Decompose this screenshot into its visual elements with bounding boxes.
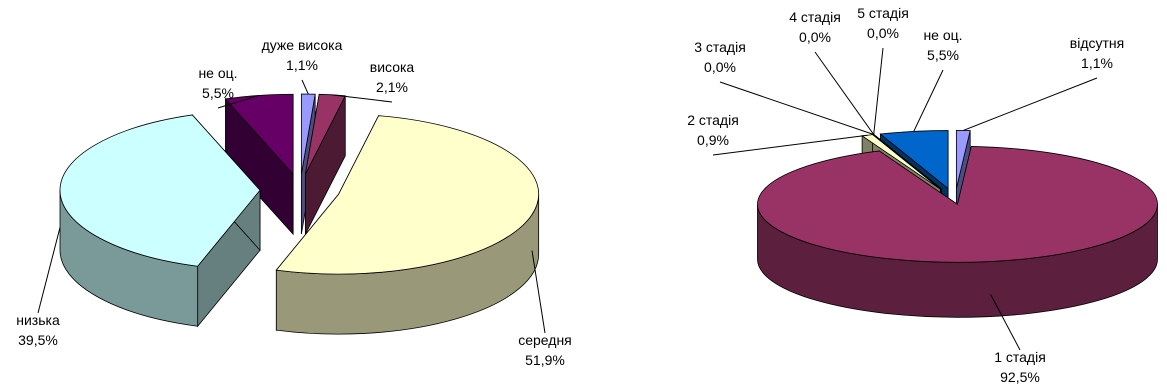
slice-top [879, 130, 949, 190]
slice-top [275, 115, 539, 275]
slice-label: дуже висока [262, 37, 343, 53]
slice-label: висока [370, 59, 415, 75]
slice-value-label: 0,9% [697, 132, 729, 148]
slice-top [59, 114, 261, 267]
pie-chart [59, 93, 540, 335]
slice-value-label: 5,5% [927, 47, 959, 63]
leader-line [913, 69, 944, 132]
slice-value-label: 0,0% [799, 29, 831, 45]
slice [224, 93, 294, 236]
slice [304, 93, 346, 235]
leader-line [531, 250, 546, 334]
slice-label: 2 стадія [687, 112, 739, 128]
leader-line [814, 51, 875, 135]
slice-label: низька [16, 312, 60, 328]
slice-label: середня [518, 332, 572, 348]
leader-line [301, 79, 309, 95]
leader-line [712, 134, 868, 156]
slice-label: 5 стадія [857, 5, 909, 21]
slice-value-label: 2,1% [376, 79, 408, 95]
leader-line [873, 47, 884, 135]
slice-top [757, 146, 1158, 263]
slice-value-label: 1,1% [1081, 55, 1113, 71]
slice-label: 3 стадія [694, 39, 746, 55]
slice [275, 115, 540, 335]
leader-line [217, 94, 259, 109]
leader-line [37, 227, 61, 314]
slice-label: не оц. [198, 65, 237, 81]
slice-top [304, 93, 346, 175]
slice-value-label: 0,0% [867, 25, 899, 41]
slice-label: відсутня [1070, 35, 1124, 51]
leader-line [719, 81, 874, 135]
pie-chart [757, 130, 1158, 318]
slice-value-label: 92,5% [1000, 369, 1040, 385]
leader-line [332, 94, 393, 103]
slice-label: 1 стадія [994, 349, 1046, 365]
slice-value-label: 5,5% [202, 85, 234, 101]
slice-top [873, 134, 942, 190]
leader-line [990, 294, 1021, 351]
slice-label: не оц. [923, 27, 962, 43]
slice-label: 4 стадія [789, 9, 841, 25]
slice-value-label: 51,9% [525, 352, 565, 368]
slice-value-label: 39,5% [18, 332, 58, 348]
slice-value-label: 0,0% [704, 59, 736, 75]
slice [757, 146, 1158, 318]
slice [59, 113, 261, 328]
slice-value-label: 1,1% [286, 57, 318, 73]
slice-top [224, 93, 294, 176]
slice-top [300, 93, 316, 175]
leader-line [963, 77, 1098, 131]
